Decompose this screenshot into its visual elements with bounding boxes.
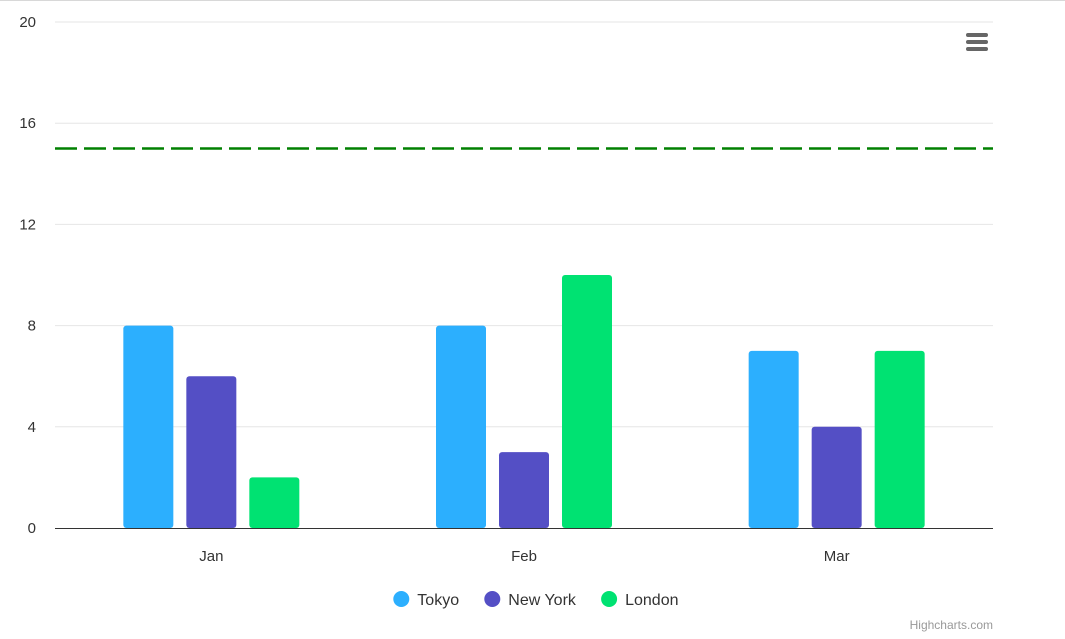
legend-item-new-york[interactable]: New York bbox=[484, 591, 577, 609]
grid-lines bbox=[55, 21, 993, 428]
y-tick-label: 4 bbox=[28, 419, 36, 436]
legend-label: New York bbox=[508, 592, 577, 609]
y-tick-label: 12 bbox=[19, 216, 36, 233]
x-tick-label: Feb bbox=[511, 548, 537, 565]
bar-new-york-feb[interactable] bbox=[499, 452, 549, 528]
legend: Tokyo New York London bbox=[393, 591, 678, 609]
bar-tokyo-jan[interactable] bbox=[123, 325, 174, 528]
credits-link[interactable]: Highcharts.com bbox=[910, 618, 993, 632]
x-tick-label: Jan bbox=[199, 548, 223, 565]
legend-marker bbox=[601, 591, 618, 607]
x-tick-label: Mar bbox=[824, 548, 850, 565]
legend-marker bbox=[484, 591, 501, 607]
bar-london-mar[interactable] bbox=[874, 350, 925, 528]
bar-series bbox=[123, 275, 925, 528]
bar-london-feb[interactable] bbox=[562, 275, 612, 528]
legend-item-london[interactable]: London bbox=[601, 591, 678, 609]
x-axis-ticks: Jan Feb Mar bbox=[199, 548, 849, 565]
y-tick-label: 8 bbox=[28, 318, 36, 335]
bar-new-york-jan[interactable] bbox=[186, 376, 237, 528]
legend-marker bbox=[393, 591, 410, 607]
y-axis-ticks: 0 4 8 12 16 20 bbox=[19, 14, 36, 537]
bar-tokyo-mar[interactable] bbox=[748, 350, 799, 528]
legend-item-tokyo[interactable]: Tokyo bbox=[393, 591, 459, 609]
y-tick-label: 16 bbox=[19, 115, 36, 132]
bar-tokyo-feb[interactable] bbox=[436, 325, 486, 528]
hamburger-menu-icon[interactable] bbox=[966, 33, 988, 51]
legend-label: London bbox=[625, 592, 678, 609]
bar-new-york-mar[interactable] bbox=[811, 426, 862, 528]
y-tick-label: 0 bbox=[28, 520, 36, 537]
bar-london-jan[interactable] bbox=[249, 477, 300, 528]
legend-label: Tokyo bbox=[417, 592, 459, 609]
y-tick-label: 20 bbox=[19, 14, 36, 31]
